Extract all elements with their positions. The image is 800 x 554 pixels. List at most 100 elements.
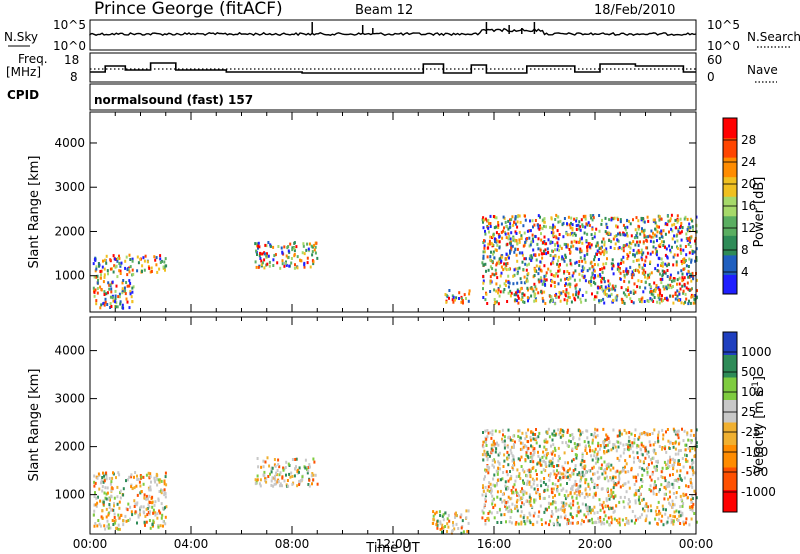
scatter-cell [536,223,539,227]
scatter-cell [460,300,463,304]
scatter-cell [689,301,692,305]
scatter-cell [553,453,556,457]
scatter-cell [645,517,648,521]
scatter-cell [538,493,541,497]
scatter-cell [635,492,638,496]
scatter-cell [575,283,578,287]
scatter-cell [130,475,133,479]
scatter-cell [279,484,281,488]
scatter-cell [623,279,626,283]
scatter-cell [486,465,489,469]
scatter-cell [118,516,121,520]
scatter-cell [575,240,578,244]
scatter-cell [155,256,158,260]
colorbar-swatch [723,215,737,236]
scatter-cell [607,479,610,483]
scatter-cell [652,245,655,249]
scatter-cell [577,295,580,299]
scatter-cell [604,287,607,291]
scatter-cell [140,505,143,509]
scatter-cell [498,235,501,239]
x-tick-label: 00:00 [679,537,714,551]
scatter-cell [619,485,622,489]
scatter-cell [626,270,629,274]
scatter-cell [97,278,99,282]
scatter-cell [658,517,661,521]
scatter-cell [669,273,672,277]
scatter-cell [557,220,560,224]
scatter-cell [265,254,268,258]
scatter-cell [675,496,678,499]
scatter-cell [669,460,672,464]
scatter-cell [644,432,647,436]
scatter-cell [600,522,603,526]
scatter-cell [660,232,663,236]
scatter-cell [448,296,450,300]
scatter-cell [121,303,124,307]
scatter-cell [657,225,660,229]
scatter-cell [638,263,641,267]
scatter-cell [566,430,569,434]
scatter-cell [550,487,553,491]
scatter-cell [566,243,569,247]
scatter-cell [647,300,650,303]
scatter-cell [551,226,554,230]
scatter-cell [675,234,678,238]
scatter-cell [129,258,132,261]
scatter-cell [599,516,602,519]
scatter-cell [489,290,492,293]
y-tick-label: 2000 [54,440,85,454]
scatter-cell [669,503,672,507]
scatter-cell [605,433,608,437]
scatter-cell [639,492,642,496]
scatter-cell [653,281,656,285]
scatter-cell [497,226,500,229]
scatter-cell [616,267,619,271]
scatter-cell [672,457,675,461]
scatter-cell [517,296,520,300]
scatter-cell [639,447,642,451]
x-axis-label: Time UT [365,541,419,554]
scatter-cell [588,509,591,513]
scatter-cell [656,230,659,234]
colorbar-frame [722,331,738,513]
scatter-cell [658,301,661,305]
scatter-cell [501,440,504,444]
scatter-cell [652,231,654,235]
scatter-cell [526,277,529,281]
scatter-cell [581,265,584,269]
scatter-cell [630,300,633,303]
scatter-cell [293,266,296,270]
scatter-cell [571,447,574,451]
scatter-cell [593,235,596,239]
scatter-cell [658,218,661,222]
scatter-cell [653,296,656,299]
scatter-cell [507,227,510,231]
scatter-cell [566,233,569,237]
scatter-cell [445,293,448,297]
scatter-cell [625,443,628,446]
scatter-cell [611,518,614,522]
scatter-cell [129,517,131,521]
scatter-cell [99,270,102,273]
scatter-cell [281,259,284,263]
scatter-cell [92,286,95,290]
scatter-cell [600,299,603,303]
scatter-cell [644,449,647,453]
scatter-cell [286,479,289,482]
scatter-cell [563,494,566,497]
scatter-cell [652,299,655,303]
scatter-cell [559,428,562,432]
scatter-cell [526,448,529,452]
velocity-scatter [92,427,698,535]
scatter-cell [307,483,310,486]
scatter-cell [156,512,159,516]
scatter-cell [543,477,546,480]
scatter-cell [277,245,280,248]
scatter-cell [289,242,292,246]
scatter-cell [617,481,620,485]
scatter-cell [658,215,661,219]
scatter-cell [575,514,578,518]
scatter-cell [524,437,527,441]
scatter-cell [582,520,585,524]
